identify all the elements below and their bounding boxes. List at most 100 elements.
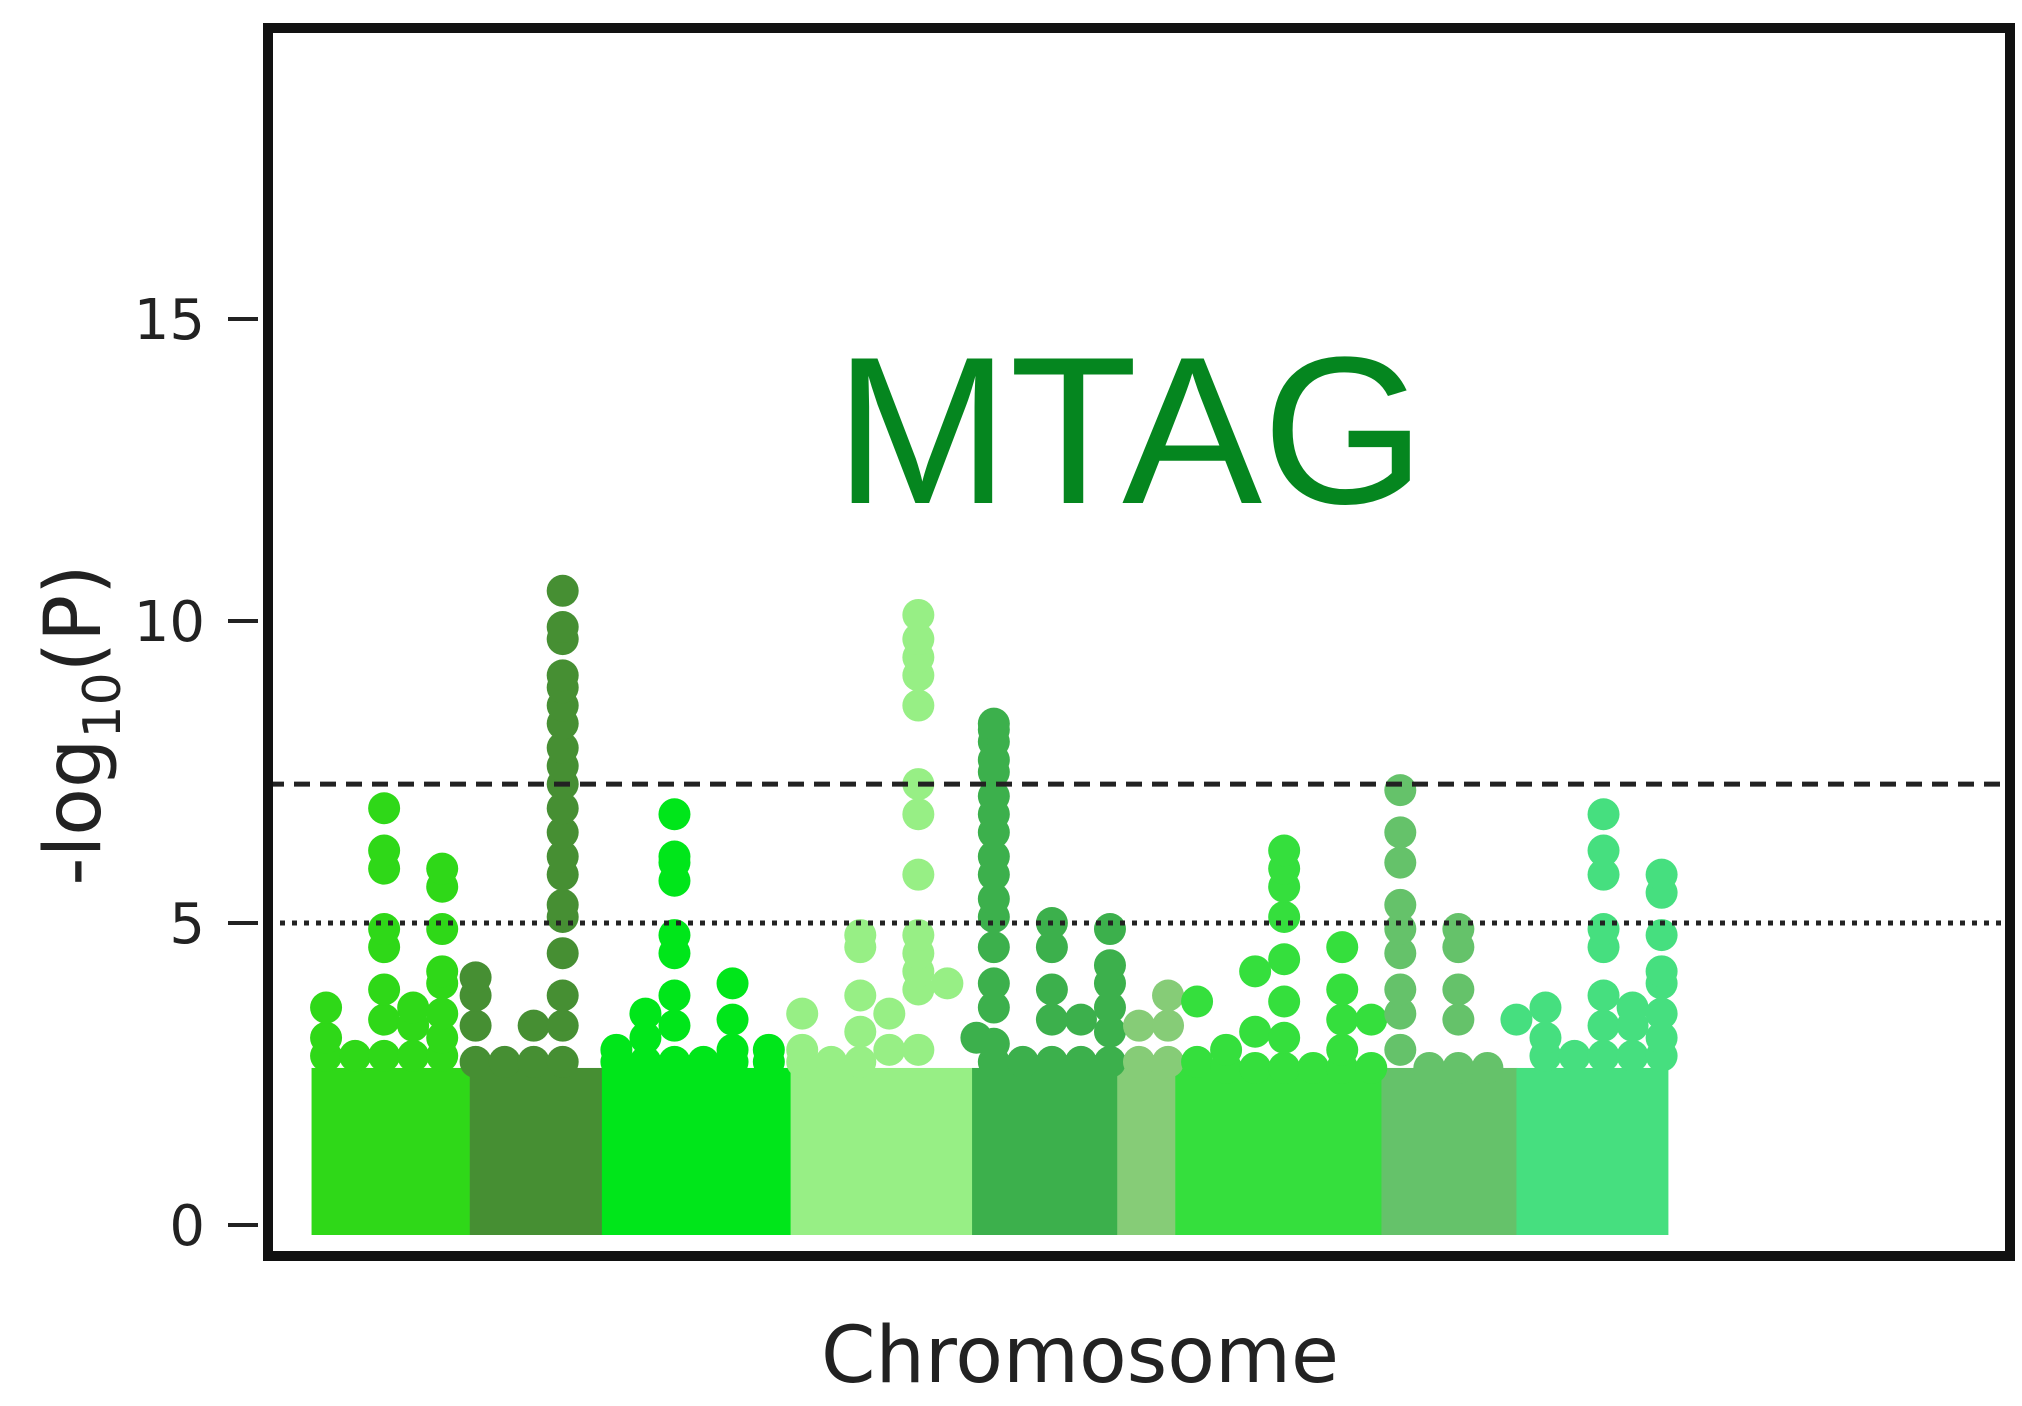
snp-point — [1558, 1039, 1591, 1072]
snp-point — [716, 1033, 749, 1066]
chromosome-block — [790, 1067, 974, 1235]
snp-point — [752, 1033, 785, 1066]
snp-point — [902, 598, 935, 631]
snp-point — [1384, 973, 1417, 1006]
snp-point — [873, 1033, 906, 1066]
snp-point — [397, 1039, 430, 1072]
snp-point — [368, 973, 401, 1006]
snp-point — [1442, 1051, 1475, 1084]
snp-point — [426, 997, 459, 1030]
snp-point — [1152, 979, 1185, 1012]
snp-point — [546, 888, 579, 921]
snp-point — [1355, 1051, 1388, 1084]
snp-point — [687, 1045, 720, 1078]
snp-point — [629, 1021, 662, 1054]
snp-point — [1587, 913, 1620, 946]
snp-point — [1529, 1021, 1562, 1054]
snp-point — [902, 623, 935, 656]
snp-point — [1152, 1009, 1185, 1042]
snp-point — [658, 840, 691, 873]
y-axis-title-suffix: (P) — [29, 564, 119, 672]
snp-point — [1442, 973, 1475, 1006]
threshold-lines — [268, 781, 2006, 926]
snp-point — [1210, 1033, 1243, 1066]
snp-point — [426, 852, 459, 885]
snp-point — [546, 816, 579, 849]
snp-point — [1093, 913, 1126, 946]
snp-point — [716, 1003, 749, 1036]
snp-point — [1035, 1045, 1068, 1078]
snp-point — [658, 798, 691, 831]
y-axis-title: -log10(P) — [29, 564, 133, 885]
snp-point — [459, 1045, 492, 1078]
chromosome-block — [972, 1067, 1119, 1235]
snp-point — [844, 919, 877, 952]
snp-point — [459, 961, 492, 994]
snp-point — [1326, 973, 1359, 1006]
snp-point — [426, 955, 459, 988]
y-tick-label: 15 — [134, 288, 205, 353]
snp-point — [1006, 1045, 1039, 1078]
snp-point — [1326, 1033, 1359, 1066]
snp-point — [310, 1021, 343, 1054]
snp-point — [1384, 1033, 1417, 1066]
snp-point — [844, 1045, 877, 1078]
snp-point — [977, 882, 1010, 915]
y-tick-label: 0 — [169, 1194, 205, 1259]
snp-point — [600, 1033, 633, 1066]
snp-point — [546, 611, 579, 644]
snp-point — [629, 1045, 662, 1078]
snp-point — [546, 937, 579, 970]
snp-points — [310, 574, 1678, 1084]
snp-point — [1268, 900, 1301, 933]
snp-point — [1355, 1003, 1388, 1036]
snp-point — [1152, 1045, 1185, 1078]
chromosome-block — [469, 1067, 603, 1235]
snp-point — [1587, 979, 1620, 1012]
snp-point — [1326, 1003, 1359, 1036]
snp-point — [977, 991, 1010, 1024]
snp-point — [844, 1015, 877, 1048]
x-axis-title: Chromosome — [821, 1311, 1339, 1401]
chromosome-block — [1117, 1067, 1177, 1235]
snp-point — [1093, 1015, 1126, 1048]
snp-point — [1645, 919, 1678, 952]
snp-point — [716, 967, 749, 1000]
snp-point — [1384, 937, 1417, 970]
snp-point — [902, 798, 935, 831]
snp-point — [786, 1033, 819, 1066]
snp-point — [873, 997, 906, 1030]
y-tick-label: 10 — [134, 590, 205, 655]
snp-point — [546, 1045, 579, 1078]
snp-point — [1384, 774, 1417, 807]
snp-point — [977, 931, 1010, 964]
snp-point — [1123, 1009, 1155, 1042]
snp-point — [1268, 943, 1301, 976]
snp-point — [1384, 816, 1417, 849]
y-tick-label: 5 — [169, 892, 205, 957]
snp-point — [1181, 985, 1214, 1018]
snp-point — [1035, 931, 1068, 964]
chromosome-block — [1516, 1067, 1669, 1235]
snp-point — [902, 919, 935, 952]
snp-point — [310, 991, 343, 1024]
snp-point — [517, 1009, 550, 1042]
snp-point — [902, 858, 935, 891]
snp-point — [902, 689, 935, 722]
snp-point — [658, 1009, 691, 1042]
chromosome-blocks — [311, 1067, 1669, 1235]
snp-point — [1297, 1051, 1330, 1084]
snp-point — [1616, 991, 1649, 1024]
snp-point — [786, 997, 819, 1030]
snp-point — [546, 840, 579, 873]
snp-point — [368, 1003, 401, 1036]
snp-point — [977, 967, 1010, 1000]
snp-point — [1384, 997, 1417, 1030]
snp-point — [1645, 1021, 1678, 1054]
chromosome-block — [1381, 1067, 1518, 1235]
snp-point — [1326, 931, 1359, 964]
plot-frame — [263, 23, 2015, 1261]
snp-point — [658, 1045, 691, 1078]
snp-point — [977, 780, 1010, 813]
snp-point — [815, 1045, 848, 1078]
